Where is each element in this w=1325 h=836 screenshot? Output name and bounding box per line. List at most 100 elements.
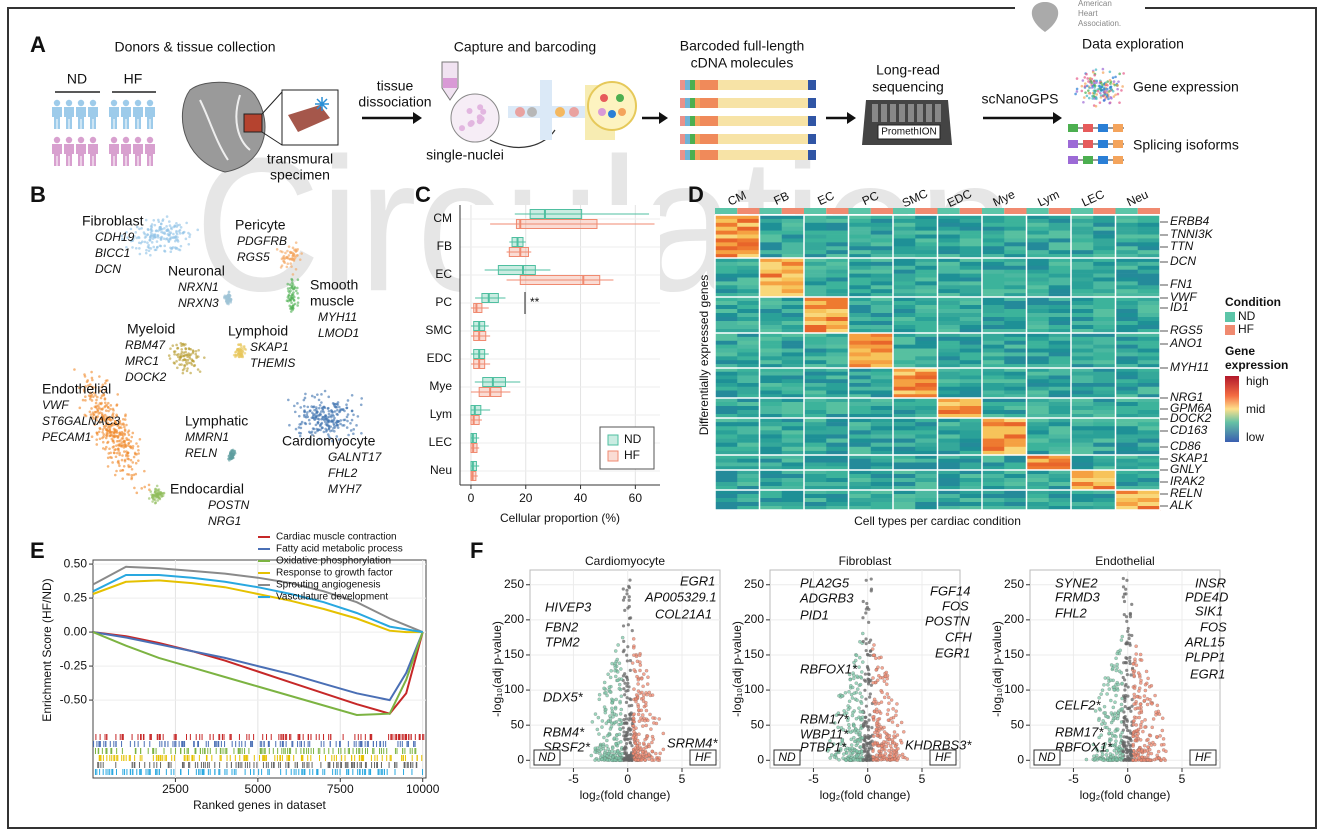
umap-dot: [337, 405, 341, 409]
heatmap-cell: [781, 371, 805, 376]
umap-dot: [188, 357, 192, 360]
umap-dot: [88, 397, 92, 401]
volcano-dot: [861, 616, 865, 620]
heatmap-cell: [1093, 430, 1116, 435]
umap-dot: [114, 455, 118, 459]
heatmap-cell: [804, 309, 827, 314]
heatmap-cell: [826, 329, 849, 334]
heatmap-cell: [870, 258, 894, 263]
heatmap-cell: [848, 414, 872, 419]
heatmap-cell: [1026, 301, 1050, 306]
heatmap-cell: [915, 430, 938, 435]
umap-dot: [291, 304, 294, 308]
heatmap-cell: [804, 340, 827, 345]
umap-dot: [1093, 91, 1097, 94]
umap-dot: [84, 399, 87, 402]
volcano-dot: [645, 692, 649, 697]
volcano-dot: [619, 707, 623, 712]
umap-dot: [335, 405, 339, 409]
heatmap-cell: [715, 246, 738, 251]
heatmap-cell: [1115, 317, 1139, 322]
umap-dot: [279, 249, 282, 253]
heatmap-cell: [1115, 336, 1139, 342]
heatmap-cell: [737, 458, 760, 463]
volcano-dot: [624, 721, 628, 725]
heatmap-cell: [893, 462, 916, 467]
heatmap-cell: [937, 414, 961, 419]
umap-dot: [315, 410, 319, 414]
gene-label: RGS5: [1170, 323, 1203, 337]
umap-dot: [149, 231, 153, 234]
heatmap-cell: [1093, 317, 1116, 322]
heatmap-cell: [1071, 414, 1094, 419]
volcano-dot: [639, 677, 644, 681]
heatmap-cell: [1115, 218, 1139, 224]
heatmap-cell: [1137, 238, 1161, 243]
umap-dot: [111, 412, 115, 415]
heatmap-cell: [848, 438, 872, 443]
umap-dot: [159, 228, 162, 232]
heatmap-cell: [1071, 215, 1094, 220]
umap-dot: [122, 464, 126, 468]
umap-dot: [155, 240, 159, 243]
volcano-dot: [630, 629, 634, 633]
heatmap-cell: [937, 458, 961, 463]
volcano-dot: [853, 664, 857, 668]
heatmap-cell: [893, 261, 916, 267]
group-label: ND: [67, 71, 87, 87]
umap-dot: [105, 415, 108, 419]
heatmap-cell: [1071, 352, 1094, 357]
heatmap-cell: [959, 321, 983, 326]
heatmap-cell: [804, 352, 827, 357]
cdna-barcode: [690, 98, 695, 108]
heatmap-cell: [1026, 234, 1050, 239]
heatmap-cell: [781, 254, 805, 259]
umap-dot: [1088, 86, 1091, 90]
cdna-umi: [700, 150, 718, 160]
umap-dot: [115, 469, 118, 473]
heatmap-cell: [848, 360, 872, 365]
heatmap-cell: [982, 398, 1005, 403]
heatmap-cell: [781, 414, 805, 419]
heatmap-cell: [826, 402, 849, 407]
umap-dot: [190, 363, 194, 366]
person-icon: [122, 99, 130, 107]
heatmap-cell: [804, 379, 827, 384]
cdna-end: [808, 80, 816, 90]
heatmap-cell: [1026, 281, 1050, 286]
heatmap-cell: [1093, 418, 1116, 423]
legend-label: Fatty acid metabolic process: [276, 544, 403, 555]
heatmap-cell: [1071, 486, 1094, 491]
y-tick-label: 0.25: [64, 590, 88, 604]
volcano-dot: [655, 758, 660, 762]
heatmap-cell: [848, 325, 872, 330]
heatmap-cell: [781, 498, 805, 503]
heatmap-cell: [1004, 498, 1027, 503]
enrichment-line: [92, 574, 423, 634]
umap-dot: [1120, 89, 1123, 92]
heatmap-cell: [715, 450, 738, 456]
heatmap-cell: [937, 498, 961, 503]
cluster-name: Fibroblast: [82, 213, 144, 229]
umap-dot: [154, 488, 157, 491]
heatmap-cell: [715, 317, 738, 322]
y-tick-label: 100: [744, 682, 764, 696]
volcano-dot: [599, 747, 603, 752]
heatmap-cell: [737, 301, 760, 306]
heatmap-cell: [826, 478, 849, 483]
heatmap-cell: [893, 410, 916, 415]
cluster-gene: NRXN1: [178, 280, 219, 294]
heatmap-cell: [982, 478, 1005, 483]
heatmap-cell: [715, 394, 738, 399]
heatmap-cell: [937, 238, 961, 243]
volcano-dot: [894, 713, 898, 717]
umap-dot: [1096, 89, 1100, 93]
umap-dot: [359, 403, 363, 407]
umap-dot: [298, 258, 302, 261]
umap-dot: [115, 439, 119, 443]
umap-dot: [168, 357, 172, 360]
heatmap-cell: [982, 406, 1005, 411]
heatmap-cell: [915, 426, 938, 431]
heatmap-cell: [826, 438, 849, 443]
umap-dot: [97, 430, 101, 434]
